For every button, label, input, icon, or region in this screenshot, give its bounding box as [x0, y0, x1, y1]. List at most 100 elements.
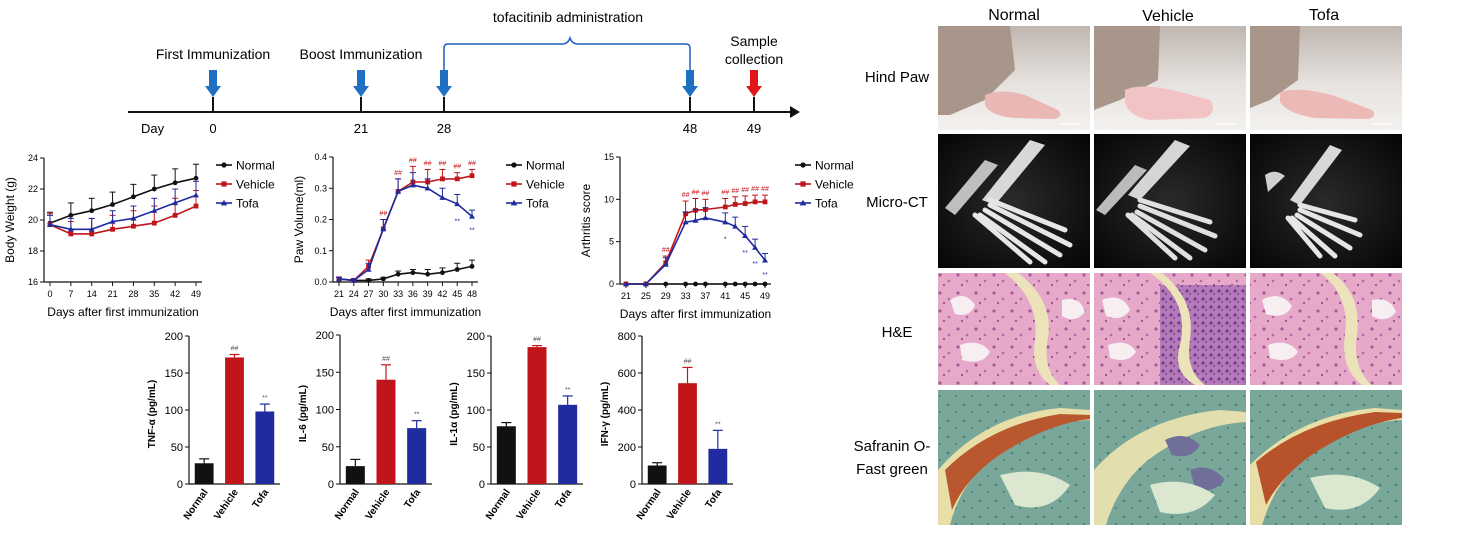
data-point — [350, 277, 357, 283]
data-point — [469, 213, 475, 219]
data-point — [172, 212, 178, 218]
timeline-arrow — [682, 70, 698, 97]
bar-normal — [647, 465, 667, 484]
y-tick-label: 800 — [618, 331, 636, 343]
chart-il-6: 0 50 100 150 200 IL-6 (pg/mL) Normal ## Vehicle *… — [298, 330, 432, 522]
y-tick-label: 150 — [316, 367, 334, 379]
series-vehicle: #### ## ## ## ## ## ## ## — [623, 186, 769, 287]
chart-body-weight: 16 18 20 22 24 0 7 14 21 28 35 42 49 Days after first… — [3, 153, 275, 319]
he-normal-image — [938, 273, 1090, 385]
legend-marker — [800, 181, 806, 187]
series-line — [49, 194, 197, 231]
y-tick-label: 0.0 — [314, 277, 327, 287]
x-tick-label: 14 — [87, 289, 97, 299]
legend-label: Tofa — [526, 197, 549, 211]
y-tick-label: 10 — [604, 194, 614, 204]
legend-label: Vehicle — [815, 178, 854, 192]
x-tick-label: Normal — [333, 487, 362, 522]
data-point — [109, 218, 116, 224]
y-tick-label: 50 — [171, 442, 183, 454]
data-point — [469, 263, 475, 269]
chart-tnf-alpha: 0 50 100 150 200 TNF-α (pg/mL) Normal ## Vehicle… — [147, 331, 280, 522]
boost-immunization-label: Boost Immunization — [300, 46, 423, 62]
data-point — [151, 220, 157, 226]
legend-label: Normal — [236, 159, 275, 173]
data-point — [440, 270, 445, 276]
x-tick-label: 28 — [128, 289, 138, 299]
y-tick-label: 200 — [467, 331, 485, 343]
series-line — [49, 205, 197, 235]
data-point — [172, 180, 178, 186]
data-point — [131, 223, 136, 229]
timeline-day-label: Day — [141, 121, 165, 136]
significance-mark: ## — [439, 161, 447, 168]
series-tofa — [47, 180, 199, 232]
data-point — [722, 219, 729, 225]
data-point — [762, 281, 768, 287]
x-tick-label: 21 — [334, 289, 344, 299]
y-tick-label: 150 — [467, 368, 485, 380]
series-tofa: ** ** — [336, 172, 475, 283]
safranin-normal-image — [938, 390, 1090, 525]
data-point — [395, 271, 401, 277]
bar-vehicle — [376, 379, 396, 484]
first-immunization-label: First Immunization — [156, 46, 270, 62]
x-tick-label: Normal — [182, 487, 211, 522]
y-tick-label: 0.2 — [314, 215, 327, 225]
hind-paw-normal-image — [938, 26, 1090, 130]
significance-mark: ## — [662, 247, 670, 254]
data-point — [440, 176, 445, 182]
significance-mark: * — [724, 237, 727, 244]
significance-mark: ## — [394, 170, 402, 177]
data-point — [703, 281, 708, 287]
administration-label: tofacitinib administration — [493, 9, 643, 25]
y-tick-label: 200 — [165, 331, 183, 343]
bar-tofa — [407, 428, 427, 484]
data-point — [693, 281, 698, 287]
x-tick-label: 42 — [437, 289, 447, 299]
data-point — [722, 281, 728, 287]
y-tick-label: 16 — [28, 277, 38, 287]
y-tick-label: 5 — [609, 237, 614, 247]
bar-vehicle — [225, 357, 244, 484]
data-point — [663, 281, 669, 287]
x-tick-label: 39 — [423, 289, 433, 299]
series-normal — [336, 259, 475, 283]
y-tick-label: 150 — [165, 368, 183, 380]
data-point — [732, 281, 738, 287]
data-point — [193, 203, 199, 209]
hind-paw-vehicle-image — [1094, 26, 1246, 130]
significance-mark: ## — [382, 356, 390, 363]
series-line — [338, 184, 473, 282]
data-point — [702, 214, 709, 221]
timeline-arrowhead — [790, 106, 800, 118]
bar-normal — [194, 463, 214, 484]
timeline-arrow — [746, 70, 762, 97]
data-point — [68, 231, 74, 237]
x-tick-label: Normal — [635, 487, 664, 522]
data-point — [193, 175, 199, 181]
y-axis-label: IL-1α (pg/mL) — [449, 382, 460, 445]
y-tick-label: 200 — [316, 330, 334, 342]
x-tick-label: 49 — [760, 291, 770, 301]
data-point — [380, 225, 387, 232]
data-point — [742, 232, 749, 238]
bar-vehicle — [678, 383, 697, 484]
hind-paw-tofa-image — [1250, 26, 1402, 130]
legend: Normal Vehicle Tofa — [795, 159, 854, 211]
significance-mark: ## — [424, 161, 432, 168]
x-tick-label: 33 — [393, 289, 403, 299]
significance-mark: ## — [692, 189, 700, 196]
bar-charts: 0 50 100 150 200 TNF-α (pg/mL) Normal ## Vehicle… — [147, 330, 733, 522]
x-axis-label: Days after first immunization — [620, 307, 771, 321]
significance-mark: ## — [379, 211, 387, 218]
data-point — [762, 257, 768, 263]
sample-collection-label-line1: Sample — [730, 33, 778, 49]
series-tofa: ******* — [623, 207, 768, 287]
y-tick-label: 50 — [473, 442, 485, 454]
data-point — [732, 202, 738, 207]
legend: Normal Vehicle Tofa — [216, 159, 275, 211]
data-point — [692, 217, 699, 223]
safranin-tofa-image — [1250, 390, 1402, 525]
x-axis-label: Days after first immunization — [47, 305, 198, 319]
